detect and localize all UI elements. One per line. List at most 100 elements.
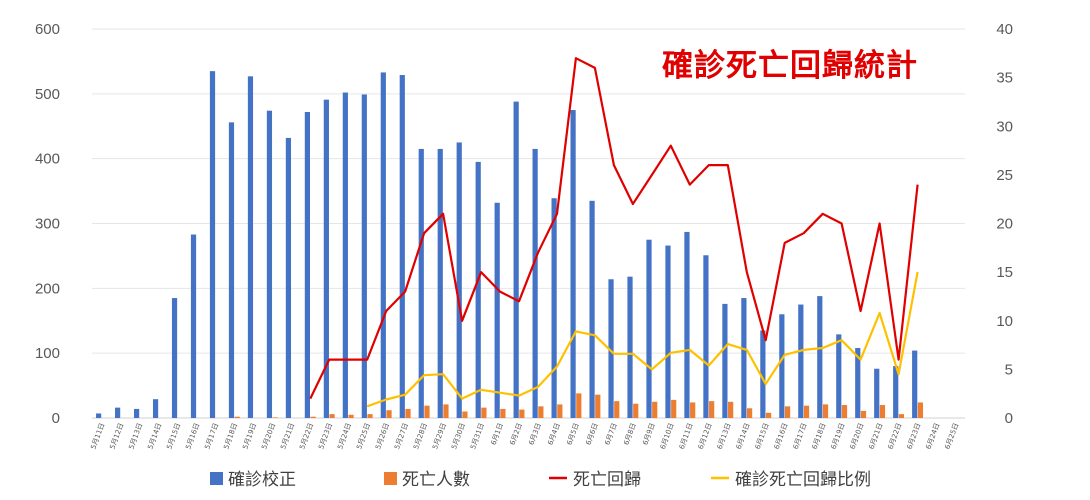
bar-series <box>96 71 924 419</box>
death-regression-line <box>309 57 919 400</box>
bar-confirmed <box>874 368 880 418</box>
bar-deaths <box>462 411 468 418</box>
x-tick-label: 6月11日 <box>678 422 695 450</box>
legend-swatch <box>210 472 223 485</box>
bar-confirmed <box>722 303 728 418</box>
bar-deaths <box>879 405 886 418</box>
x-tick-label: 5月19日 <box>241 422 258 450</box>
bar-confirmed <box>665 245 671 418</box>
legend-label: 確診死亡回歸比例 <box>735 470 871 490</box>
bar-confirmed <box>247 76 254 418</box>
legend-item: 死亡人數 <box>384 470 470 490</box>
legend: 確診校正 死亡人數 死亡回歸 確診死亡回歸比例 <box>210 470 871 490</box>
x-tick-label: 5月20日 <box>260 422 277 450</box>
left-tick-label: 400 <box>35 151 60 168</box>
x-tick-label: 5月29日 <box>431 422 448 450</box>
legend-label: 死亡回歸 <box>573 470 641 490</box>
x-tick-label: 5月23日 <box>317 422 334 450</box>
x-tick-label: 6月24日 <box>925 422 942 450</box>
bar-confirmed <box>608 279 614 418</box>
bar-deaths <box>481 407 487 418</box>
line-series <box>309 57 919 408</box>
bar-confirmed <box>798 304 804 418</box>
x-tick-label: 6月23日 <box>906 422 923 450</box>
bar-deaths <box>917 402 924 418</box>
x-tick-label: 6月17日 <box>792 422 809 450</box>
left-tick-label: 100 <box>35 345 60 362</box>
right-axis: 0 5 10 15 20 25 30 35 40 <box>996 21 1013 427</box>
bar-confirmed <box>703 255 709 418</box>
bar-deaths <box>822 404 829 418</box>
bar-confirmed <box>266 110 273 418</box>
bar-confirmed <box>760 330 766 418</box>
bar-confirmed <box>475 161 481 419</box>
x-tick-label: 5月25日 <box>355 422 372 450</box>
bar-deaths <box>386 410 392 418</box>
bar-deaths <box>443 404 449 418</box>
bar-deaths <box>690 402 696 418</box>
bar-deaths <box>234 416 240 418</box>
bar-confirmed <box>627 276 633 418</box>
x-tick-label: 5月22日 <box>298 422 315 450</box>
x-tick-label: 5月14日 <box>146 422 163 450</box>
bar-deaths <box>519 409 525 418</box>
bar-confirmed <box>399 75 405 418</box>
x-tick-label: 5月16日 <box>184 422 201 450</box>
x-tick-label: 6月25日 <box>944 422 961 450</box>
bar-deaths <box>538 406 544 418</box>
x-tick-label: 5月12日 <box>108 422 125 450</box>
bar-deaths <box>557 404 563 418</box>
right-tick-label: 20 <box>996 216 1013 233</box>
bar-deaths <box>424 405 430 418</box>
bar-deaths <box>348 414 354 418</box>
bar-deaths <box>633 403 639 418</box>
bar-deaths <box>500 408 506 418</box>
bar-confirmed <box>228 122 235 419</box>
x-tick-label: 5月15日 <box>165 422 182 450</box>
bar-confirmed <box>912 350 918 418</box>
right-tick-label: 10 <box>996 313 1013 330</box>
x-tick-label: 5月11日 <box>89 422 106 450</box>
x-tick-label: 5月28日 <box>412 422 429 450</box>
x-tick-label: 6月2日 <box>509 422 524 446</box>
bar-deaths <box>652 401 658 418</box>
bar-confirmed <box>152 399 159 418</box>
x-tick-label: 6月12日 <box>697 422 714 450</box>
left-tick-label: 200 <box>35 280 60 297</box>
x-tick-label: 6月22日 <box>887 422 904 450</box>
gridlines <box>92 28 965 419</box>
bar-confirmed <box>646 239 652 418</box>
left-tick-label: 600 <box>35 21 60 38</box>
bar-deaths <box>671 399 677 418</box>
bar-confirmed <box>513 101 519 418</box>
right-tick-label: 5 <box>1005 361 1013 378</box>
bar-deaths <box>367 414 373 418</box>
x-tick-label: 6月4日 <box>546 422 561 446</box>
right-tick-label: 40 <box>996 21 1013 38</box>
bar-confirmed <box>836 334 842 418</box>
x-tick-label: 6月19日 <box>830 422 847 450</box>
bar-deaths <box>803 405 810 418</box>
bar-confirmed <box>893 366 899 418</box>
left-tick-label: 0 <box>52 410 60 427</box>
x-tick-label: 6月3日 <box>528 422 543 446</box>
bar-confirmed <box>190 234 197 418</box>
bar-confirmed <box>209 71 216 419</box>
bar-confirmed <box>380 72 386 419</box>
bar-confirmed <box>437 148 443 419</box>
bar-confirmed <box>551 198 557 418</box>
x-axis: 5月11日 5月12日 5月13日 5月14日 5月15日 5月16日 5月17日 5月18日… <box>89 422 960 450</box>
bar-deaths <box>841 405 848 418</box>
legend-label: 確診校正 <box>228 470 296 490</box>
ratio-line <box>366 271 919 408</box>
bar-deaths <box>728 401 734 418</box>
right-tick-label: 0 <box>1005 410 1013 427</box>
bar-deaths <box>329 414 335 418</box>
bar-confirmed <box>285 137 292 419</box>
bar-deaths <box>310 416 316 418</box>
legend-swatch <box>384 472 397 485</box>
x-tick-label: 6月5日 <box>565 422 580 446</box>
legend-label: 死亡人數 <box>402 470 470 490</box>
right-tick-label: 35 <box>996 70 1013 87</box>
x-tick-label: 6月6日 <box>584 422 599 446</box>
